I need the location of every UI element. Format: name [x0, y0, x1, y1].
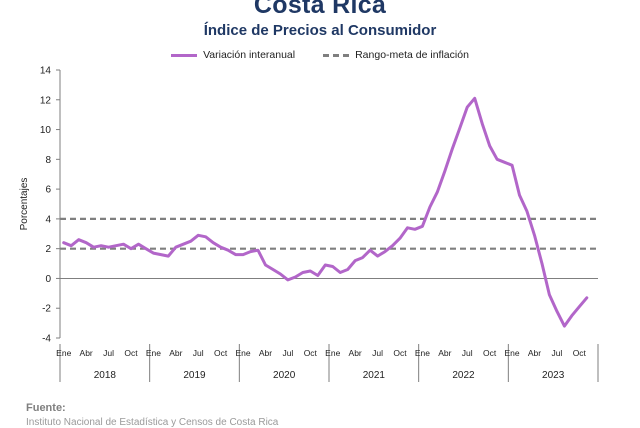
x-month-label: Abr: [528, 348, 541, 358]
y-tick-label: 0: [45, 274, 51, 285]
source-text: Instituto Nacional de Estadística y Cens…: [26, 417, 279, 428]
x-month-label: Oct: [124, 348, 138, 358]
source-label: Fuente:: [26, 402, 66, 414]
legend-label-band: Rango-meta de inflación: [355, 49, 469, 61]
y-tick-label: 4: [45, 214, 51, 225]
y-tick-label: 6: [45, 185, 51, 196]
x-year-label: 2018: [94, 370, 117, 381]
x-month-label: Abr: [349, 348, 362, 358]
x-year-label: 2023: [542, 370, 565, 381]
x-month-label: Ene: [415, 348, 430, 358]
x-month-label: Jul: [282, 348, 293, 358]
x-month-label: Oct: [304, 348, 318, 358]
x-month-label: Ene: [146, 348, 161, 358]
x-month-label: Jul: [551, 348, 562, 358]
legend-swatch-series: [171, 53, 198, 57]
y-tick-label: 8: [45, 155, 51, 166]
legend-label-series: Variación interanual: [203, 49, 296, 61]
x-year-label: 2019: [183, 370, 206, 381]
x-month-label: Ene: [56, 348, 71, 358]
legend-item-series: Variación interanual: [171, 49, 295, 61]
y-axis-title: Porcentajes: [19, 178, 30, 231]
x-month-label: Oct: [393, 348, 407, 358]
x-month-label: Jul: [372, 348, 383, 358]
x-month-label: Jul: [462, 348, 473, 358]
legend-swatch-band: [323, 53, 350, 57]
y-tick-label: 2: [45, 244, 51, 255]
x-month-label: Ene: [325, 348, 340, 358]
x-month-label: Ene: [236, 348, 251, 358]
chart-subtitle: Índice de Precios al Consumidor: [203, 22, 437, 39]
x-month-label: Jul: [103, 348, 114, 358]
y-tick-label: -4: [42, 334, 51, 345]
x-month-label: Abr: [169, 348, 182, 358]
x-year-label: 2020: [273, 370, 296, 381]
x-month-label: Jul: [193, 348, 204, 358]
y-tick-label: 14: [40, 66, 52, 77]
y-tick-label: 12: [40, 95, 52, 106]
series-line: [62, 96, 589, 328]
chart-title: Costa Rica: [253, 0, 387, 19]
x-month-label: Ene: [505, 348, 520, 358]
x-month-label: Oct: [573, 348, 587, 358]
legend: Variación interanual Rango-meta de infla…: [0, 49, 640, 61]
x-month-label: Abr: [259, 348, 272, 358]
x-month-label: Oct: [483, 348, 497, 358]
x-month-label: Oct: [214, 348, 228, 358]
y-tick-label: 10: [40, 125, 52, 136]
x-month-label: Abr: [80, 348, 93, 358]
x-year-label: 2022: [452, 370, 475, 381]
x-month-label: Abr: [438, 348, 451, 358]
x-year-label: 2021: [363, 370, 386, 381]
y-tick-label: -2: [42, 304, 51, 315]
legend-item-band: Rango-meta de inflación: [323, 49, 469, 61]
